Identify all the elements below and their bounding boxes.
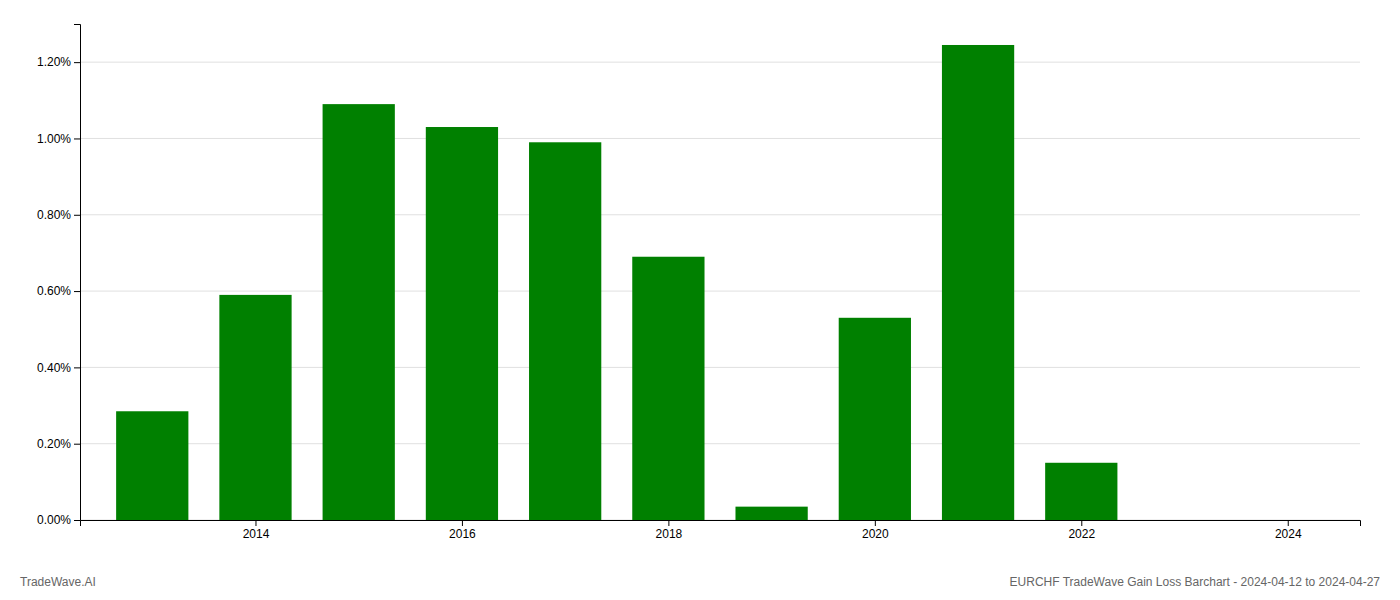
chart-svg: 0.00%0.20%0.40%0.60%0.80%1.00%1.20%20142… <box>0 0 1400 600</box>
x-tick-mark <box>255 520 256 526</box>
y-axis-line <box>74 25 81 521</box>
x-tick-label: 2024 <box>1275 527 1302 541</box>
y-tick-label: 0.80% <box>37 208 71 222</box>
y-tick-label: 0.00% <box>37 513 71 527</box>
bar <box>529 142 601 520</box>
x-tick-label: 2022 <box>1068 527 1095 541</box>
bar <box>735 507 807 520</box>
chart-container: 0.00%0.20%0.40%0.60%0.80%1.00%1.20%20142… <box>0 0 1400 600</box>
x-tick-label: 2014 <box>243 527 270 541</box>
x-tick-mark <box>668 520 669 526</box>
y-tick-label: 0.60% <box>37 284 71 298</box>
y-tick: 1.00% <box>37 132 80 146</box>
y-tick-label: 1.20% <box>37 55 71 69</box>
y-tick-mark <box>74 215 80 216</box>
x-tick: 2014 <box>243 520 270 541</box>
annotation: TradeWave.AI <box>20 575 96 589</box>
bar <box>942 45 1014 520</box>
bar <box>323 104 395 520</box>
grid-line <box>80 214 1360 215</box>
y-tick: 0.60% <box>37 284 80 298</box>
x-tick-mark <box>875 520 876 526</box>
x-tick-mark <box>462 520 463 526</box>
y-tick-mark <box>74 291 80 292</box>
grid <box>80 62 1360 520</box>
x-tick-mark <box>1081 520 1082 526</box>
bar <box>1148 520 1220 521</box>
y-tick-label: 0.20% <box>37 437 71 451</box>
bar <box>426 127 498 520</box>
y-tick-mark <box>74 138 80 139</box>
bar <box>219 295 291 520</box>
x-tick-label: 2020 <box>862 527 889 541</box>
title: EURCHF TradeWave Gain Loss Barchart - 20… <box>1010 575 1381 589</box>
y-axis: 0.00% 0.20% 0.40% 0.60% 0.80% 1.00% 1.20% <box>37 25 81 528</box>
x-tick-mark <box>1288 520 1289 526</box>
x-tick: 2024 <box>1275 520 1302 541</box>
y-tick: 1.20% <box>37 55 80 69</box>
bars <box>116 45 1117 520</box>
x-tick: 2016 <box>449 520 476 541</box>
bar <box>116 411 188 520</box>
bar <box>1045 463 1117 520</box>
x-tick: 2020 <box>862 520 889 541</box>
y-tick: 0.20% <box>37 437 80 451</box>
y-tick-mark <box>74 444 80 445</box>
y-tick-mark <box>74 520 80 521</box>
bar <box>632 257 704 520</box>
x-axis-line <box>81 521 1361 527</box>
y-tick-label: 1.00% <box>37 132 71 146</box>
grid-line <box>80 291 1360 292</box>
grid-line <box>80 138 1360 139</box>
x-axis: 2014 2016 2018 2020 2022 2024 <box>81 520 1361 541</box>
grid-line <box>80 62 1360 63</box>
x-tick-label: 2016 <box>449 527 476 541</box>
y-tick: 0.00% <box>37 513 80 527</box>
y-tick: 0.80% <box>37 208 80 222</box>
y-tick: 0.40% <box>37 361 80 375</box>
y-tick-mark <box>74 367 80 368</box>
x-tick: 2018 <box>656 520 683 541</box>
bar <box>839 318 911 520</box>
x-tick-label: 2018 <box>656 527 683 541</box>
y-tick-label: 0.40% <box>37 361 71 375</box>
plot: 0.00%0.20%0.40%0.60%0.80%1.00%1.20%20142… <box>37 25 1361 541</box>
x-tick: 2022 <box>1068 520 1095 541</box>
y-tick-mark <box>74 62 80 63</box>
